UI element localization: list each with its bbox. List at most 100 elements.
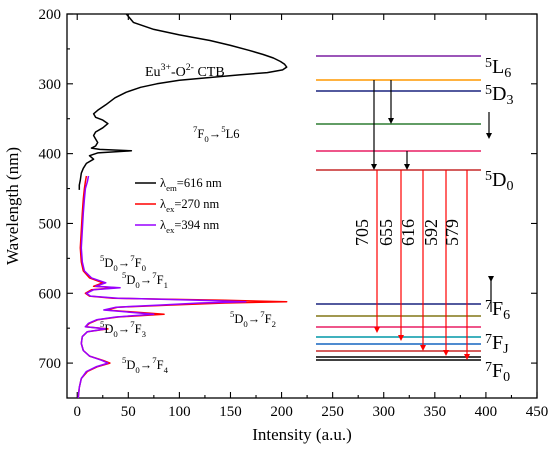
annotation-5d0-7f1-part: 1: [164, 280, 168, 290]
level-label-0: 5L6: [485, 56, 511, 81]
annotation-7f0-5l6-part: 5: [221, 124, 226, 134]
annotation-7f0-5l6-part: 6: [233, 127, 239, 141]
annotation-5d0-7f1-part: →: [140, 273, 153, 287]
level-label-4: 7FJ: [485, 332, 509, 357]
y-tick-label: 300: [39, 77, 62, 93]
annotation-5d0-7f2-part: 7: [260, 309, 265, 319]
legend-entry-1-part: λ: [160, 197, 166, 211]
annotation-5d0-7f2-part: D: [234, 312, 243, 326]
x-tick-label: 100: [168, 404, 191, 420]
annotation-5d0-7f0-part: 5: [100, 253, 105, 263]
emission-label-1: 655: [376, 219, 396, 246]
annotation-5d0-7f0: 5D0→7F0: [100, 253, 147, 273]
relax-arrow-1-head: [371, 164, 377, 170]
annotation-5d0-7f1-part: 0: [135, 280, 140, 290]
x-tick-label: 50: [121, 404, 136, 420]
legend-entry-1-part: =270 nm: [174, 197, 219, 211]
level-label-3-part: 7: [485, 298, 492, 313]
annotation-5d0-7f3-part: 5: [100, 319, 105, 329]
annotation-5d0-7f0-part: F: [135, 256, 142, 270]
level-label-2-part: 0: [506, 179, 513, 194]
x-tick-label: 350: [424, 404, 447, 420]
level-label-5-part: F: [492, 360, 503, 382]
x-tick-label: 200: [270, 404, 293, 420]
annotation-5d0-7f0-part: 0: [142, 263, 147, 273]
annotation-5d0-7f4-part: D: [126, 358, 135, 372]
level-label-2-part: 5: [485, 169, 492, 184]
emission-label-3: 592: [421, 219, 441, 246]
annotation-5d0-7f4-part: 0: [135, 365, 140, 375]
annotation-5d0-7f3: 5D0→7F3: [100, 319, 147, 339]
emission-label-4: 579: [442, 219, 462, 246]
emission-arrow-3-head: [443, 350, 449, 356]
legend-entry-0-part: =616 nm: [177, 176, 222, 190]
annotation-5d0-7f3-part: 0: [113, 329, 118, 339]
emission-label-2: 616: [398, 219, 418, 246]
x-tick-label: 150: [219, 404, 242, 420]
annotation-7f0-5l6-part: 7: [193, 124, 198, 134]
plot-frame: [66, 13, 538, 399]
annotation-5d0-7f2-part: 0: [243, 319, 248, 329]
axes: 0 50 100 150 200 250 300 350 400 4502003004005006…: [3, 7, 548, 444]
annotation-5d0-7f2: 5D0→7F2: [230, 309, 276, 329]
level-label-5-part: 0: [503, 370, 510, 385]
legend-entry-2-part: =394 nm: [174, 218, 219, 232]
annotation-5d0-7f0-part: D: [104, 256, 113, 270]
y-tick-label: 200: [39, 7, 62, 23]
y-axis-title: Wavelength (nm): [3, 147, 22, 265]
emission-label-0: 705: [352, 219, 372, 246]
annotation-5d0-7f3-part: D: [104, 322, 113, 336]
level-label-0-part: 6: [504, 66, 511, 81]
emission-arrow-4-head: [464, 354, 470, 360]
relax-arrow-2-head: [388, 118, 394, 124]
annotation-5d0-7f4-part: 7: [152, 355, 157, 365]
annotation-7f0-5l6-part: F: [197, 127, 204, 141]
annotation-5d0-7f1-part: 7: [152, 270, 157, 280]
annotation-5d0-7f3-part: 7: [130, 319, 135, 329]
relax-arrow-4-head: [486, 133, 492, 139]
annotation-ctb-part: 3+: [161, 62, 172, 73]
annotation-5d0-7f4-part: →: [140, 358, 153, 372]
x-tick-label: 400: [475, 404, 498, 420]
annotation-7f0-5l6-part: →: [209, 127, 222, 141]
y-tick-label: 500: [39, 216, 62, 232]
level-label-1-part: 5: [485, 83, 492, 98]
level-label-2: 5D0: [485, 169, 513, 194]
annotation-5d0-7f4-part: 4: [164, 365, 169, 375]
series-line-0: [78, 13, 288, 190]
annotation-5d0-7f0-part: →: [118, 256, 131, 270]
x-tick-label: 450: [526, 404, 549, 420]
relax-arrow-3-head: [404, 164, 410, 170]
annotation-ctb: Eu3+-O2- CTB: [145, 62, 225, 80]
annotation-5d0-7f2-part: F: [265, 312, 272, 326]
annotation-ctb-part: Eu: [145, 65, 161, 80]
level-label-1-part: 3: [506, 93, 513, 108]
annotation-5d0-7f4-part: F: [157, 358, 164, 372]
annotation-5d0-7f3-part: →: [118, 322, 131, 336]
legend-entry-2-part: ex: [166, 225, 175, 235]
level-label-3: 7F6: [485, 298, 510, 323]
level-label-0-part: 5: [485, 56, 492, 71]
annotation-7f0-5l6: 7F0→5L6: [193, 124, 239, 144]
level-label-5: 7F0: [485, 360, 510, 385]
legend-entry-0-part: λ: [160, 176, 166, 190]
annotation-5d0-7f0-part: 7: [130, 253, 135, 263]
emission-arrow-2-head: [420, 345, 426, 351]
annotation-7f0-5l6-part: L: [226, 127, 234, 141]
legend-entry-0-part: em: [166, 183, 177, 193]
annotation-7f0-5l6-part: 0: [204, 134, 209, 144]
y-tick-label: 600: [39, 286, 62, 302]
annotation-5d0-7f3-part: F: [135, 322, 142, 336]
annotation-ctb-part: CTB: [194, 65, 225, 80]
level-label-3-part: F: [492, 298, 503, 320]
annotation-ctb-part: -O: [171, 65, 186, 80]
annotation-5d0-7f2-part: →: [248, 312, 261, 326]
x-axis-title: Intensity (a.u.): [252, 425, 352, 444]
x-tick-label: 250: [321, 404, 344, 420]
level-label-3-part: 6: [503, 308, 510, 323]
emission-arrow-1-head: [398, 335, 404, 341]
level-label-1-part: D: [492, 83, 506, 105]
